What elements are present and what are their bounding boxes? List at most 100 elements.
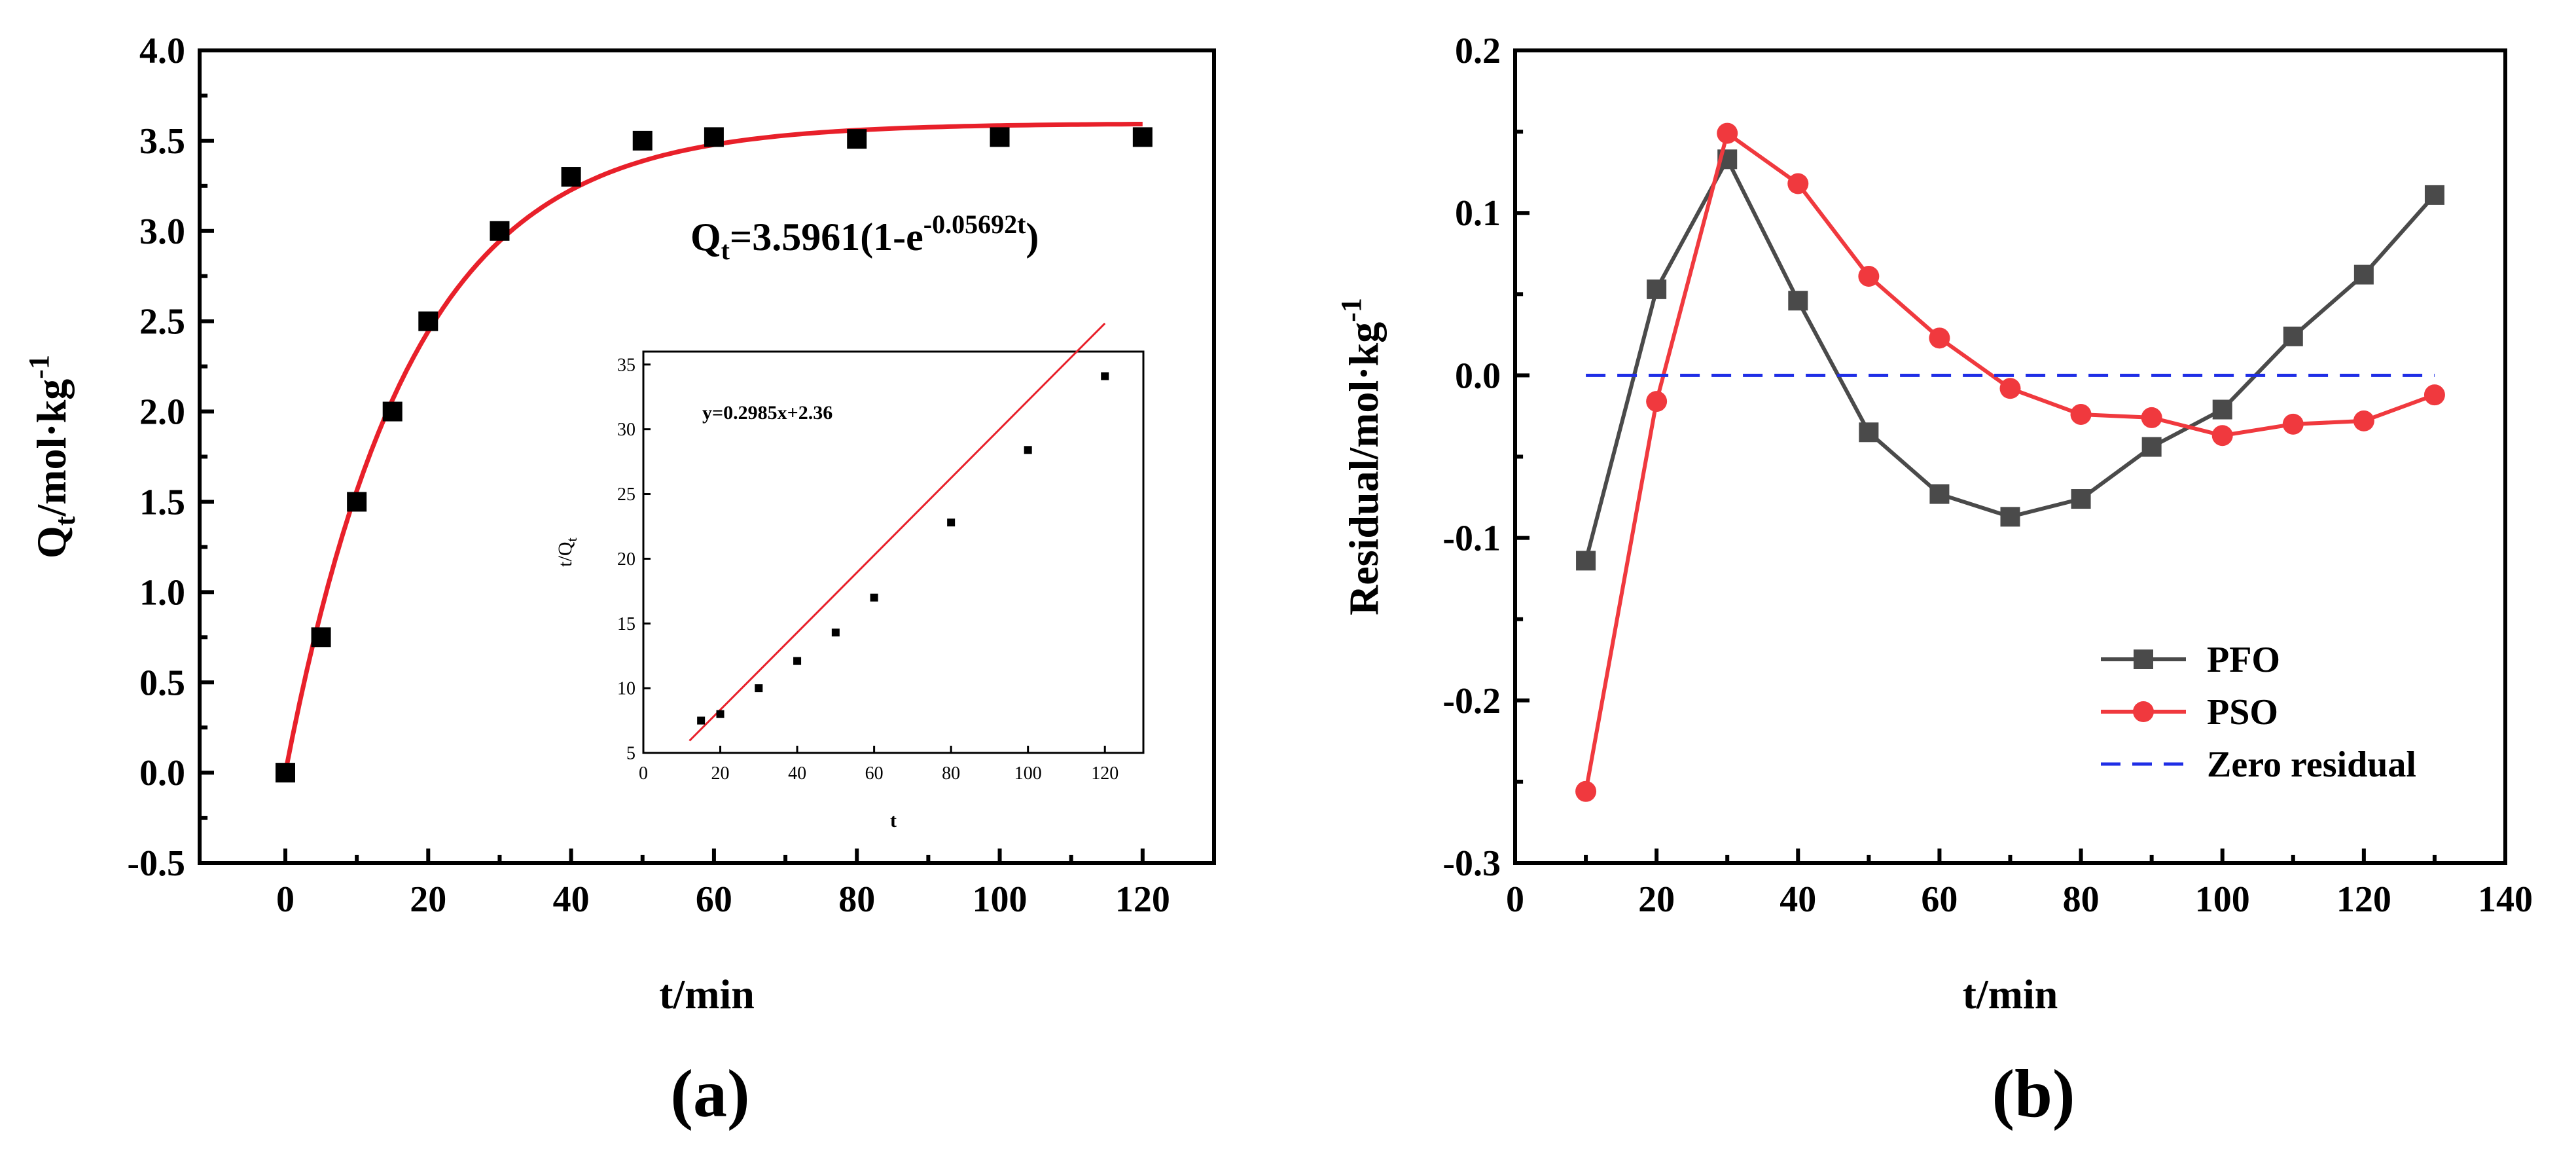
inset-linear-fit: [689, 322, 1106, 742]
y-axis-label: Residual/mol·kg-1: [1335, 298, 1387, 615]
panel-b: 0 20 40 60 80 100 120 140 -0.3 -0.2 -0.1 0.0 0.1 0.2 P…: [1335, 31, 2533, 1131]
x-tick-label: 60: [865, 763, 884, 784]
data-point: [1132, 127, 1153, 147]
pfo-marker: [1859, 422, 1879, 443]
pfo-marker: [2000, 507, 2020, 527]
inset-data-point: [755, 684, 763, 693]
pfo-marker: [1647, 279, 1667, 299]
inset-data-point: [1024, 446, 1032, 454]
data-point: [990, 127, 1010, 147]
y-tick-label: 0.2: [1455, 31, 1501, 71]
y-tick-label: -0.1: [1442, 519, 1501, 559]
x-tick-label: 80: [2063, 879, 2100, 920]
equation-superscript: -0.05692t: [923, 210, 1026, 239]
data-point: [490, 221, 510, 241]
pso-marker: [2211, 425, 2233, 447]
pso-marker: [1929, 327, 1950, 349]
x-tick-label: 40: [788, 763, 806, 784]
data-point: [347, 492, 367, 512]
pfo-marker: [2424, 185, 2444, 205]
data-point: [704, 127, 724, 147]
y-tick-label: 0.1: [1455, 193, 1501, 234]
x-tick-label: 100: [2195, 879, 2250, 920]
y-tick-label: 0.0: [139, 753, 185, 794]
y-label-superscript: -1: [1335, 298, 1367, 322]
inset-y-axis-label: t/Qt: [554, 538, 580, 566]
x-tick-label: 60: [696, 879, 732, 920]
y-label-main: Q: [28, 526, 75, 558]
pfo-marker: [1929, 484, 1950, 504]
x-tick-label: 60: [1921, 879, 1958, 920]
plot-frame: [642, 350, 1145, 754]
pso-marker: [2424, 384, 2445, 406]
pso-marker: [1787, 173, 1809, 194]
inset-equation: y=0.2985x+2.36: [702, 402, 832, 424]
pfo-marker: [2141, 437, 2162, 457]
inset-data-point: [870, 593, 878, 602]
data-point: [632, 130, 653, 151]
y-tick-label: 5: [626, 744, 635, 764]
pfo-marker: [2212, 399, 2232, 420]
x-tick-label: 80: [838, 879, 875, 920]
x-tick-label: 120: [1115, 879, 1170, 920]
x-tick-label: 140: [2478, 879, 2533, 920]
inset-data-point: [697, 716, 706, 725]
x-tick-label: 0: [639, 763, 648, 784]
panel-label-b: (b): [1992, 1056, 2075, 1131]
y-label-subscript: t: [49, 516, 81, 526]
y-tick-label: 0.0: [1455, 356, 1501, 396]
legend-marker-pfo: [2134, 649, 2153, 669]
pfo-marker: [2353, 265, 2374, 285]
pso-marker: [2282, 413, 2304, 435]
y-label-unit: /mol·kg: [28, 379, 75, 517]
x-tick-label: 80: [942, 763, 960, 784]
data-point: [311, 627, 331, 648]
y-label-superscript: -1: [23, 355, 55, 379]
pso-marker: [2141, 407, 2162, 428]
pso-marker: [1575, 780, 1597, 802]
y-tick-label: -0.5: [127, 843, 185, 884]
x-tick-label: 20: [711, 763, 730, 784]
x-tick-label: 0: [1506, 879, 1524, 920]
inset-data-point: [793, 657, 802, 665]
y-tick-label: 1.5: [139, 482, 185, 522]
y-tick-label: 15: [617, 614, 635, 634]
y-tick-label: 10: [617, 679, 635, 699]
pso-marker: [1858, 265, 1880, 287]
y-tick-label: 2.0: [139, 392, 185, 433]
inset-data-point: [831, 629, 840, 637]
data-point: [418, 311, 438, 331]
fit-equation: Qt=3.5961(1-e-0.05692t): [690, 210, 1039, 265]
y-tick-label: 30: [617, 420, 635, 440]
inset-data-point: [1101, 372, 1109, 380]
y-tick-label: 2.5: [139, 302, 185, 342]
data-point: [275, 763, 295, 783]
y-label-main: Residual/mol·kg: [1340, 322, 1387, 615]
equation-body: =3.5961(1-e: [730, 215, 923, 259]
data-point: [561, 167, 581, 187]
x-tick-label: 40: [1780, 879, 1816, 920]
x-tick-label: 20: [410, 879, 446, 920]
panel-label-a: (a): [670, 1056, 749, 1131]
data-point: [847, 129, 867, 149]
inset-y-label-main: t/Q: [554, 541, 576, 567]
y-tick-label: 4.0: [139, 31, 185, 71]
inset-data-point: [947, 519, 956, 527]
y-axis-label: Qt/mol·kg-1: [23, 355, 81, 558]
y-tick-label: 1.0: [139, 572, 185, 613]
x-tick-label: 120: [2336, 879, 2391, 920]
legend-marker-pso: [2133, 701, 2154, 722]
pso-marker: [1646, 391, 1668, 412]
panel-a: 0 20 40 60 80 100 120-0.50.00.51.01.52.02.53.0…: [23, 31, 1216, 1131]
x-tick-label: 100: [1014, 763, 1042, 784]
x-tick-label: 120: [1091, 763, 1118, 784]
legend-label: PSO: [2207, 692, 2278, 733]
y-tick-label: 35: [617, 355, 635, 375]
x-tick-label: 0: [276, 879, 295, 920]
pfo-marker: [1576, 551, 1596, 571]
pfo-marker: [2283, 326, 2303, 346]
legend-label: Zero residual: [2207, 744, 2416, 785]
pso-marker: [2353, 410, 2374, 431]
